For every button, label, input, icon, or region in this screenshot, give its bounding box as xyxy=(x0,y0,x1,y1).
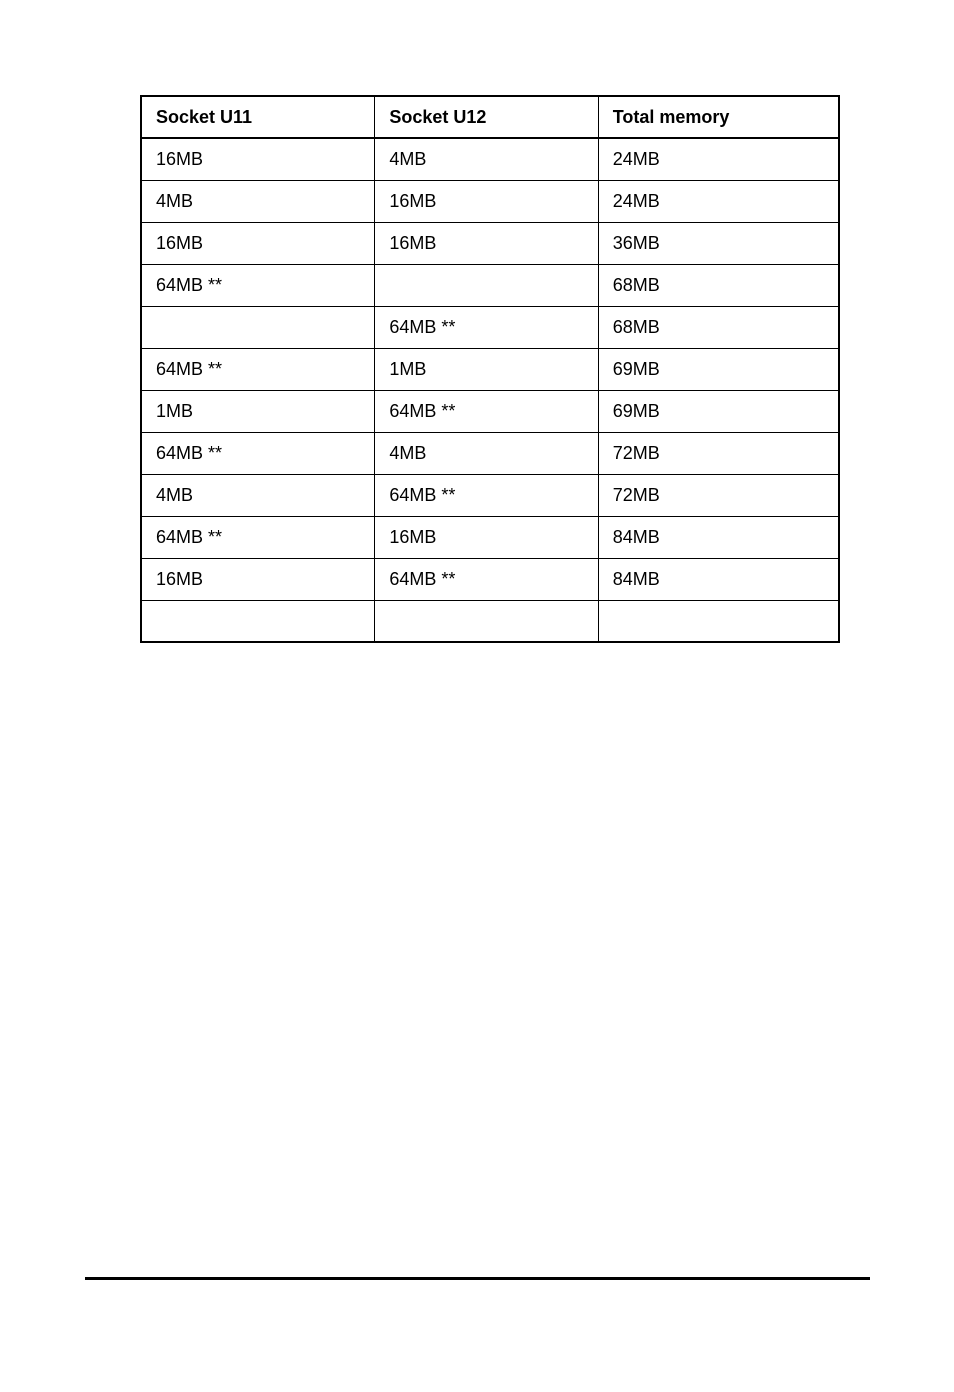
table-cell: 64MB ** xyxy=(375,390,598,432)
table-row: 64MB ** 68MB xyxy=(141,306,839,348)
table-row: 64MB ** 16MB 84MB xyxy=(141,516,839,558)
table-row: 64MB ** 1MB 69MB xyxy=(141,348,839,390)
table-row: 64MB ** 4MB 72MB xyxy=(141,432,839,474)
table-cell: 64MB ** xyxy=(375,306,598,348)
table-cell: 16MB xyxy=(375,516,598,558)
table-cell: 84MB xyxy=(598,516,839,558)
column-header-socket-u12: Socket U12 xyxy=(375,96,598,138)
memory-config-table-container: Socket U11 Socket U12 Total memory 16MB … xyxy=(140,95,840,643)
table-cell: 72MB xyxy=(598,432,839,474)
table-cell: 72MB xyxy=(598,474,839,516)
table-cell: 64MB ** xyxy=(141,264,375,306)
table-cell: 1MB xyxy=(141,390,375,432)
table-cell: 84MB xyxy=(598,558,839,600)
table-row: 16MB 16MB 36MB xyxy=(141,222,839,264)
table-cell: 16MB xyxy=(141,222,375,264)
table-cell: 24MB xyxy=(598,180,839,222)
table-row: 1MB 64MB ** 69MB xyxy=(141,390,839,432)
table-cell: 69MB xyxy=(598,348,839,390)
table-header-row: Socket U11 Socket U12 Total memory xyxy=(141,96,839,138)
table-cell: 1MB xyxy=(375,348,598,390)
table-cell: 68MB xyxy=(598,306,839,348)
table-cell: 16MB xyxy=(375,222,598,264)
page-footer-divider xyxy=(85,1277,870,1280)
table-cell: 64MB ** xyxy=(375,474,598,516)
table-cell: 68MB xyxy=(598,264,839,306)
table-cell: 4MB xyxy=(141,474,375,516)
table-cell: 4MB xyxy=(375,432,598,474)
table-cell: 4MB xyxy=(375,138,598,180)
table-row xyxy=(141,600,839,642)
table-row: 16MB 64MB ** 84MB xyxy=(141,558,839,600)
table-cell xyxy=(598,600,839,642)
table-cell: 16MB xyxy=(141,138,375,180)
table-cell xyxy=(375,264,598,306)
table-cell: 24MB xyxy=(598,138,839,180)
table-row: 4MB 64MB ** 72MB xyxy=(141,474,839,516)
column-header-total-memory: Total memory xyxy=(598,96,839,138)
table-body: 16MB 4MB 24MB 4MB 16MB 24MB 16MB 16MB 36… xyxy=(141,138,839,642)
table-cell: 16MB xyxy=(375,180,598,222)
table-row: 4MB 16MB 24MB xyxy=(141,180,839,222)
table-cell: 64MB ** xyxy=(141,432,375,474)
table-cell: 64MB ** xyxy=(141,516,375,558)
column-header-socket-u11: Socket U11 xyxy=(141,96,375,138)
table-cell xyxy=(375,600,598,642)
table-row: 16MB 4MB 24MB xyxy=(141,138,839,180)
table-row: 64MB ** 68MB xyxy=(141,264,839,306)
table-cell: 36MB xyxy=(598,222,839,264)
memory-config-table: Socket U11 Socket U12 Total memory 16MB … xyxy=(140,95,840,643)
table-cell xyxy=(141,600,375,642)
table-cell: 69MB xyxy=(598,390,839,432)
table-cell: 64MB ** xyxy=(141,348,375,390)
table-cell: 16MB xyxy=(141,558,375,600)
table-cell xyxy=(141,306,375,348)
table-cell: 64MB ** xyxy=(375,558,598,600)
table-cell: 4MB xyxy=(141,180,375,222)
